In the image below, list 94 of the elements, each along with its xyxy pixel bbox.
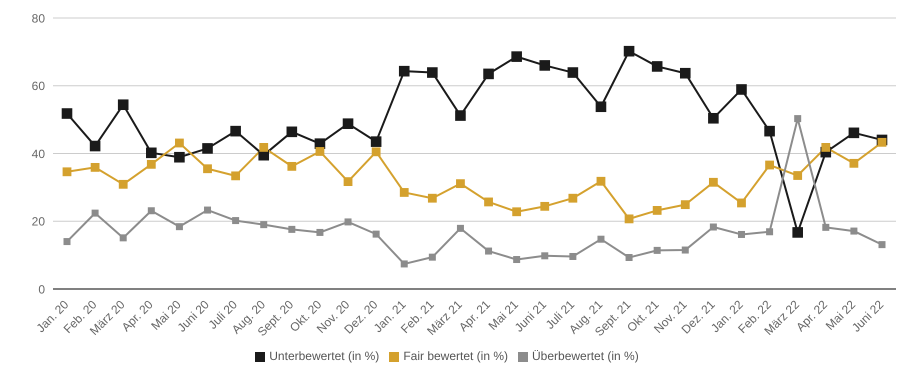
point xyxy=(624,214,634,224)
point xyxy=(878,138,886,147)
point xyxy=(288,226,296,233)
point xyxy=(344,218,352,226)
y-tick-label: 0 xyxy=(38,282,46,296)
point xyxy=(146,160,156,169)
point xyxy=(62,167,72,176)
point xyxy=(736,84,747,95)
point xyxy=(708,112,719,124)
point xyxy=(372,147,381,156)
point xyxy=(400,188,409,197)
point xyxy=(766,228,774,236)
y-tick-label: 20 xyxy=(32,214,46,229)
point xyxy=(92,210,99,217)
point xyxy=(203,164,212,174)
point xyxy=(483,68,494,80)
point xyxy=(398,66,410,76)
point xyxy=(596,176,606,186)
point xyxy=(90,140,100,152)
point xyxy=(512,207,522,216)
point xyxy=(427,67,438,78)
point xyxy=(232,217,240,224)
point xyxy=(428,254,436,261)
legend-label: Überbewertet (in %) xyxy=(532,349,639,363)
point xyxy=(260,221,268,228)
legend-label: Fair bewertet (in %) xyxy=(403,349,508,363)
point xyxy=(120,234,127,242)
point xyxy=(428,194,437,203)
point xyxy=(764,126,775,136)
point xyxy=(822,224,830,231)
point xyxy=(568,67,578,78)
point xyxy=(175,138,184,148)
point xyxy=(878,241,886,248)
point xyxy=(654,246,661,254)
point xyxy=(484,198,493,206)
y-tick-label: 40 xyxy=(32,146,46,161)
point xyxy=(793,171,802,180)
point xyxy=(597,236,604,243)
point xyxy=(485,248,492,255)
point xyxy=(372,230,380,238)
point xyxy=(287,162,296,171)
point xyxy=(708,178,718,187)
point xyxy=(64,238,70,246)
point xyxy=(148,207,155,214)
point xyxy=(230,126,241,136)
point xyxy=(90,162,100,172)
point xyxy=(680,68,691,79)
point xyxy=(176,223,183,230)
legend-label: Unterbewertet (in %) xyxy=(269,349,380,363)
point xyxy=(850,228,858,235)
point xyxy=(513,256,520,264)
point xyxy=(455,110,466,121)
y-tick-label: 80 xyxy=(32,11,46,26)
point xyxy=(596,101,606,112)
point xyxy=(259,143,268,152)
point xyxy=(737,198,746,208)
point xyxy=(682,246,689,254)
point xyxy=(511,51,522,62)
point xyxy=(202,143,213,154)
point xyxy=(849,158,858,168)
point xyxy=(62,108,72,119)
point xyxy=(118,180,128,189)
point xyxy=(652,206,662,215)
point xyxy=(568,194,578,203)
point xyxy=(821,143,830,152)
point xyxy=(541,252,548,260)
point xyxy=(848,128,860,138)
point xyxy=(231,171,240,180)
point xyxy=(794,115,802,122)
point xyxy=(146,148,157,158)
point xyxy=(400,260,408,268)
point xyxy=(710,224,717,231)
y-tick-label: 60 xyxy=(32,79,46,94)
point xyxy=(738,230,745,238)
point xyxy=(286,126,298,138)
point xyxy=(174,152,185,163)
point xyxy=(626,254,633,261)
point xyxy=(792,227,803,238)
point xyxy=(342,118,354,129)
point xyxy=(569,252,576,260)
point xyxy=(540,202,550,211)
point xyxy=(456,224,464,232)
point xyxy=(316,147,324,156)
point xyxy=(624,46,634,56)
point xyxy=(765,160,774,170)
point xyxy=(118,99,129,110)
point xyxy=(539,60,550,71)
point xyxy=(456,179,465,188)
point xyxy=(344,177,352,186)
point xyxy=(680,200,690,210)
point xyxy=(316,228,324,236)
point xyxy=(370,136,382,147)
point xyxy=(652,61,662,72)
point xyxy=(204,206,212,214)
